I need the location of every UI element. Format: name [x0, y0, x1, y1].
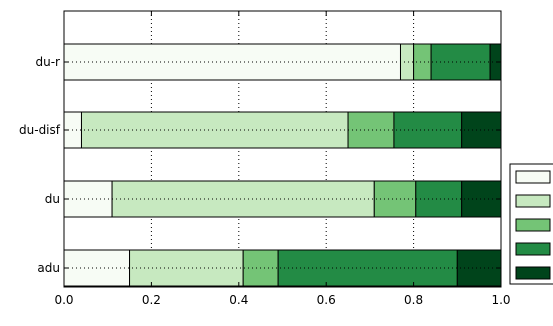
bar-segment-du-1 [111, 180, 375, 218]
bar-segment-du-3 [415, 180, 463, 218]
x-tick-label: 0.2 [142, 293, 161, 307]
plot-frame [63, 10, 502, 288]
x-tick-label: 1.0 [491, 293, 510, 307]
bar-segment-adu-1 [129, 249, 244, 287]
x-tick-label: 0.0 [54, 293, 73, 307]
legend-swatch-2 [515, 218, 551, 232]
legend-swatch-4 [515, 266, 551, 280]
bar-segment-du-4 [461, 180, 502, 218]
x-tick-label: 0.8 [404, 293, 423, 307]
legend-swatch-0 [515, 170, 551, 184]
y-tick-label: du [45, 192, 60, 206]
bar-segment-du-disf-4 [461, 111, 502, 149]
x-tick-label: 0.6 [317, 293, 336, 307]
y-tick-label: adu [37, 261, 60, 275]
legend-swatch-3 [515, 242, 551, 256]
x-tick-label: 0.4 [229, 293, 248, 307]
bar-segment-adu-4 [456, 249, 502, 287]
bar-segment-du-disf-1 [80, 111, 349, 149]
bar-segment-adu-3 [277, 249, 458, 287]
bar-segment-du-disf-2 [347, 111, 395, 149]
y-tick-label: du-disf [19, 123, 61, 137]
legend-swatch-1 [515, 194, 551, 208]
bar-segment-du-r-1 [399, 43, 415, 81]
y-tick-label: du-r [36, 55, 61, 69]
